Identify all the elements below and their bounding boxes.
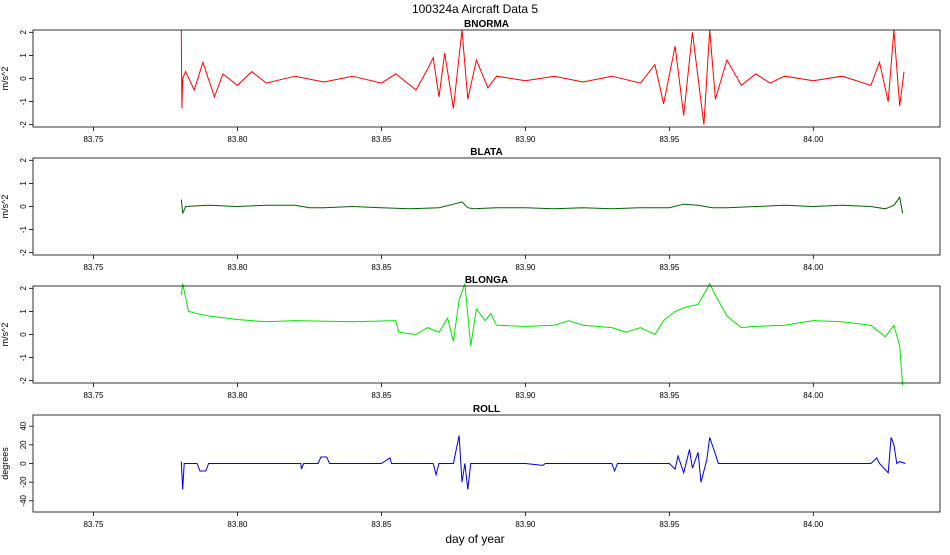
x-tick-label: 83.95	[659, 263, 680, 272]
x-tick-label: 83.75	[83, 391, 104, 400]
y-tick-label: -2	[19, 377, 28, 385]
x-tick-label: 83.75	[83, 520, 104, 529]
y-tick-label: -1	[19, 353, 28, 361]
x-tick-label: 83.75	[83, 263, 104, 272]
y-tick-label: 2	[19, 158, 28, 163]
x-tick-label: 83.95	[659, 520, 680, 529]
panel-frame	[32, 29, 941, 128]
x-tick-label: 83.90	[515, 135, 536, 144]
y-axis-label: m/s^2	[0, 323, 10, 347]
y-tick-label: -1	[19, 97, 28, 105]
y-tick-label: 0	[19, 76, 28, 81]
x-tick-label: 83.80	[227, 520, 248, 529]
panel-title: BLONGA	[465, 275, 508, 286]
y-axis-label: m/s^2	[0, 195, 10, 219]
x-tick-label: 83.80	[227, 135, 248, 144]
y-tick-label: 0	[19, 204, 28, 209]
x-tick-label: 83.95	[659, 135, 680, 144]
x-tick-label: 84.00	[803, 391, 824, 400]
y-tick-label: 2	[19, 30, 28, 35]
series-line-blata	[180, 196, 904, 214]
series-line-bnorma	[180, 29, 905, 125]
x-tick-label: 83.90	[515, 263, 536, 272]
panels-group: BNORMA 83.75 83.80 83.85 83.90 83.95 84.00 -2 -1…	[0, 19, 941, 529]
y-tick-label: 40	[19, 421, 28, 430]
panel-title: ROLL	[473, 404, 500, 415]
y-tick-label: 0	[19, 332, 28, 337]
y-tick-label: -2	[19, 249, 28, 257]
x-axis-label: day of year	[445, 532, 504, 546]
x-tick-label: 84.00	[803, 135, 824, 144]
y-tick-label: 1	[19, 53, 28, 58]
y-tick-label: 20	[19, 440, 28, 449]
series-line-blonga	[180, 282, 904, 386]
y-tick-label: 1	[19, 309, 28, 314]
x-tick-label: 83.80	[227, 263, 248, 272]
x-tick-label: 83.80	[227, 391, 248, 400]
x-tick-label: 83.90	[515, 520, 536, 529]
panel-frame	[32, 285, 941, 384]
x-tick-label: 84.00	[803, 520, 824, 529]
y-tick-label: 0	[19, 461, 28, 466]
y-tick-label: -20	[19, 476, 28, 488]
x-tick-label: 83.90	[515, 391, 536, 400]
y-tick-label: 2	[19, 286, 28, 291]
x-tick-label: 84.00	[803, 263, 824, 272]
y-axis-label: m/s^2	[0, 67, 10, 91]
x-tick-label: 83.85	[371, 391, 392, 400]
series-line-roll	[180, 435, 906, 490]
y-tick-label: -1	[19, 225, 28, 233]
figure-title: 100324a Aircraft Data 5	[412, 2, 538, 16]
x-tick-label: 83.85	[371, 263, 392, 272]
x-tick-label: 83.95	[659, 391, 680, 400]
panel-title: BLATA	[470, 147, 502, 158]
x-tick-label: 83.75	[83, 135, 104, 144]
y-tick-label: -2	[19, 121, 28, 129]
y-tick-label: -40	[19, 494, 28, 506]
y-tick-label: 1	[19, 181, 28, 186]
x-tick-label: 83.85	[371, 135, 392, 144]
y-axis-label: degrees	[0, 447, 10, 480]
x-tick-label: 83.85	[371, 520, 392, 529]
panel-title: BNORMA	[464, 19, 509, 30]
